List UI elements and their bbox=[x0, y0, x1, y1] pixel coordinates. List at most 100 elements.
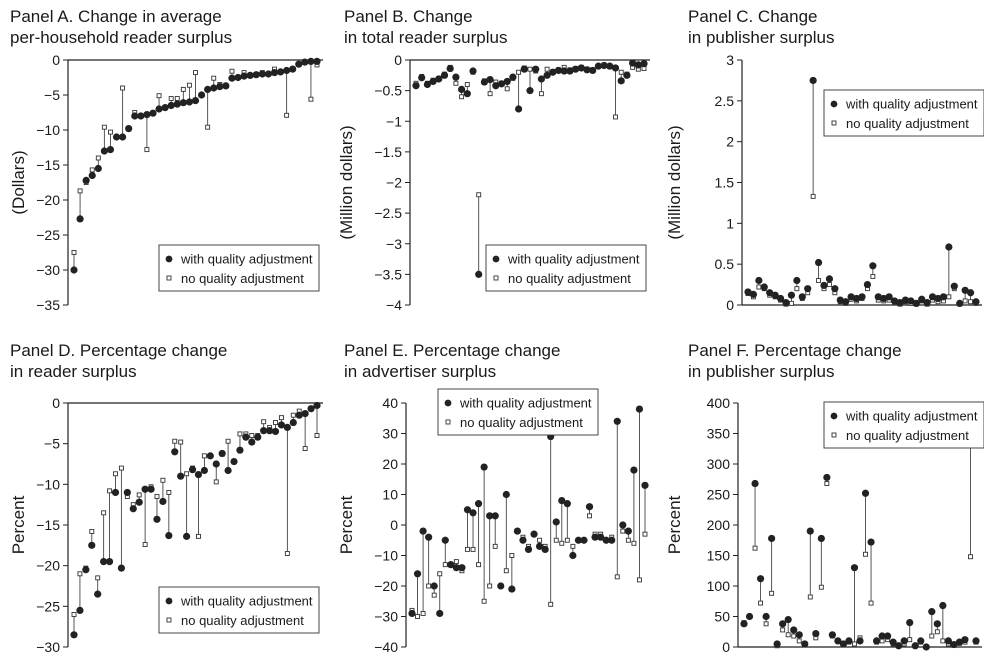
point-no-quality-adjustment bbox=[249, 433, 255, 438]
point-with-quality-adjustment bbox=[594, 62, 602, 70]
legend-box bbox=[158, 244, 320, 292]
point-with-quality-adjustment bbox=[200, 466, 208, 475]
y-tick-label: 30 bbox=[382, 426, 398, 442]
point-with-quality-adjustment bbox=[889, 638, 897, 646]
point-no-quality-adjustment bbox=[453, 80, 459, 86]
legend-marker-no bbox=[166, 275, 172, 281]
y-tick-label: −35 bbox=[36, 297, 60, 313]
point-with-quality-adjustment bbox=[524, 545, 533, 553]
y-tick-label: −15 bbox=[36, 517, 60, 533]
point-with-quality-adjustment bbox=[173, 100, 181, 108]
y-tick-label: −10 bbox=[36, 122, 60, 138]
panel-c: Panel C. Change in publisher surplus 0 0.… bbox=[656, 0, 984, 330]
point-with-quality-adjustment bbox=[839, 640, 848, 648]
point-no-quality-adjustment bbox=[613, 114, 618, 120]
point-with-quality-adjustment bbox=[569, 551, 577, 560]
point-with-quality-adjustment bbox=[240, 72, 248, 80]
y-tick-label: −2 bbox=[386, 175, 402, 191]
point-no-quality-adjustment bbox=[107, 488, 113, 494]
y-tick-label: −20 bbox=[374, 578, 398, 594]
point-with-quality-adjustment bbox=[179, 99, 187, 107]
point-no-quality-adjustment bbox=[487, 91, 493, 97]
point-no-quality-adjustment bbox=[437, 571, 443, 577]
point-no-quality-adjustment bbox=[201, 453, 207, 459]
point-with-quality-adjustment bbox=[526, 87, 534, 95]
point-no-quality-adjustment bbox=[527, 66, 533, 72]
point-with-quality-adjustment bbox=[560, 67, 568, 75]
y-tick-label: 3 bbox=[726, 52, 734, 68]
point-no-quality-adjustment bbox=[559, 540, 565, 546]
point-no-quality-adjustment bbox=[907, 637, 913, 643]
point-with-quality-adjustment bbox=[191, 97, 200, 105]
y-tick-label: −15 bbox=[36, 157, 60, 173]
legend-label: no quality adjustment bbox=[181, 613, 304, 628]
point-with-quality-adjustment bbox=[423, 80, 431, 89]
point-with-quality-adjustment bbox=[890, 297, 899, 305]
point-no-quality-adjustment bbox=[863, 551, 868, 557]
point-with-quality-adjustment bbox=[619, 521, 627, 529]
point-no-quality-adjustment bbox=[168, 96, 174, 101]
y-tick-label: 250 bbox=[707, 487, 731, 503]
point-with-quality-adjustment bbox=[608, 536, 616, 544]
y-tick-label: 300 bbox=[707, 456, 731, 472]
point-with-quality-adjustment bbox=[155, 105, 163, 113]
point-with-quality-adjustment bbox=[234, 73, 242, 82]
chart-c: 0 0.5 1 1.5 2 2.5 3 (Million dollars) with quali… bbox=[665, 52, 984, 313]
point-with-quality-adjustment bbox=[847, 293, 855, 301]
point-with-quality-adjustment bbox=[295, 411, 303, 419]
point-with-quality-adjustment bbox=[94, 590, 102, 598]
point-with-quality-adjustment bbox=[580, 536, 588, 544]
y-tick-label: 20 bbox=[382, 456, 398, 472]
point-with-quality-adjustment bbox=[577, 64, 585, 72]
point-with-quality-adjustment bbox=[768, 534, 776, 543]
point-with-quality-adjustment bbox=[928, 608, 936, 616]
y-tick-label: −20 bbox=[36, 192, 60, 208]
point-with-quality-adjustment bbox=[137, 112, 145, 120]
point-with-quality-adjustment bbox=[228, 74, 236, 82]
point-with-quality-adjustment bbox=[629, 59, 637, 67]
point-with-quality-adjustment bbox=[790, 626, 798, 634]
point-with-quality-adjustment bbox=[641, 481, 649, 489]
point-with-quality-adjustment bbox=[183, 532, 191, 540]
point-no-quality-adjustment bbox=[470, 546, 476, 552]
point-with-quality-adjustment bbox=[458, 564, 466, 572]
point-with-quality-adjustment bbox=[784, 615, 792, 624]
point-no-quality-adjustment bbox=[89, 529, 95, 534]
point-no-quality-adjustment bbox=[796, 638, 802, 644]
point-with-quality-adjustment bbox=[907, 297, 915, 305]
point-with-quality-adjustment bbox=[955, 638, 964, 646]
point-no-quality-adjustment bbox=[431, 592, 437, 598]
point-with-quality-adjustment bbox=[756, 575, 765, 583]
y-tick-label: −40 bbox=[374, 639, 398, 655]
y-tick-label: 1.5 bbox=[715, 175, 735, 191]
point-with-quality-adjustment bbox=[776, 294, 785, 303]
y-tick-label: 50 bbox=[714, 609, 730, 625]
point-with-quality-adjustment bbox=[242, 433, 250, 441]
point-with-quality-adjustment bbox=[554, 66, 563, 75]
point-with-quality-adjustment bbox=[583, 66, 591, 74]
point-with-quality-adjustment bbox=[787, 291, 796, 299]
point-with-quality-adjustment bbox=[165, 531, 173, 540]
point-with-quality-adjustment bbox=[515, 105, 523, 113]
point-with-quality-adjustment bbox=[194, 470, 203, 479]
point-no-quality-adjustment bbox=[868, 600, 874, 606]
point-with-quality-adjustment bbox=[611, 64, 620, 72]
point-with-quality-adjustment bbox=[100, 147, 108, 155]
point-no-quality-adjustment bbox=[504, 86, 510, 92]
y-tick-label: −1 bbox=[386, 113, 402, 129]
point-no-quality-adjustment bbox=[442, 562, 448, 568]
legend-marker-with bbox=[830, 412, 838, 420]
point-with-quality-adjustment bbox=[745, 612, 754, 621]
point-with-quality-adjustment bbox=[549, 68, 557, 76]
panel-title: Panel A. Change in average per-household… bbox=[10, 7, 233, 47]
legend-marker-no bbox=[445, 419, 451, 425]
point-with-quality-adjustment bbox=[88, 541, 96, 549]
point-no-quality-adjustment bbox=[637, 577, 642, 583]
point-no-quality-adjustment bbox=[205, 124, 211, 130]
point-with-quality-adjustment bbox=[834, 637, 842, 645]
chart-e: 40 30 20 10 0 −10 −20 −30 −40 Percent with quality… bbox=[337, 388, 649, 655]
point-with-quality-adjustment bbox=[600, 61, 608, 70]
point-with-quality-adjustment bbox=[418, 74, 426, 82]
y-tick-label: −25 bbox=[36, 598, 60, 614]
legend-label: no quality adjustment bbox=[846, 428, 969, 443]
